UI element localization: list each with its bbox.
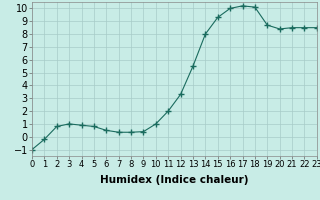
X-axis label: Humidex (Indice chaleur): Humidex (Indice chaleur) [100, 175, 249, 185]
